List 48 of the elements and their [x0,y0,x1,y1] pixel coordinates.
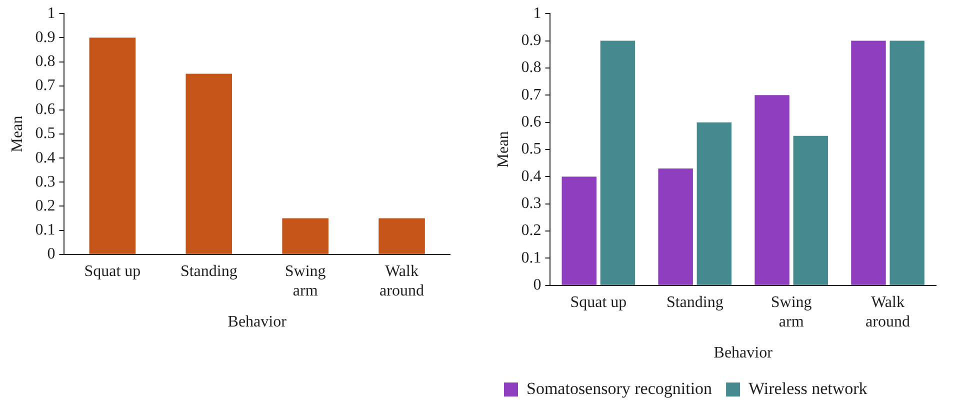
y-tick-label: 0.4 [35,149,56,166]
bar [851,40,886,285]
y-tick-label: 0 [47,246,56,263]
bar [696,122,732,285]
x-axis-title: Behavior [228,314,288,331]
y-axis-title: Mean [494,131,512,168]
legend-label: Wireless network [748,378,868,398]
bar [282,218,328,254]
bar [890,40,924,285]
y-tick-label: 0.3 [521,195,542,212]
bar [89,38,136,254]
x-tick-label: Walk around [866,294,910,330]
legend-label: Somatosensory recognition [526,378,713,398]
y-tick-label: 0.6 [521,114,542,131]
x-tick-label: Walk around [380,263,424,300]
y-tick-label: 0.4 [521,168,542,185]
y-tick-label: 0.7 [521,86,542,104]
y-tick-label: 0.6 [35,101,56,118]
bar [793,136,828,285]
x-tick-label: Standing [666,294,724,312]
y-tick-label: 0.8 [521,59,542,76]
bar [600,40,636,285]
y-tick-label: 0.8 [35,52,56,70]
y-tick-label: 0.5 [35,125,56,142]
y-tick-label: 0 [533,276,542,294]
x-tick-label: Squat up [84,263,141,280]
bar [658,168,693,285]
x-axis-title: Behavior [714,344,774,362]
y-tick-label: 0.3 [35,173,56,190]
y-tick-label: 0.5 [521,140,542,158]
y-tick-label: 1 [533,4,542,22]
x-tick-label: Standing [180,263,238,280]
bar [378,218,425,254]
y-tick-label: 0.9 [35,28,56,46]
y-tick-label: 0.1 [35,222,56,239]
y-tick-label: 0.2 [521,222,542,240]
y-axis-title: Mean [8,116,26,152]
x-tick-label: Swing arm [284,263,326,300]
bar [562,176,596,285]
y-tick-label: 0.9 [521,32,542,49]
x-tick-label: Squat up [570,294,627,312]
x-tick-label: Swing arm [770,294,812,330]
y-tick-label: 0.1 [521,249,542,266]
y-tick-label: 0.7 [35,77,56,94]
bar [186,74,232,254]
y-tick-label: 1 [47,4,56,22]
bar [754,95,790,285]
y-tick-label: 0.2 [35,197,56,214]
